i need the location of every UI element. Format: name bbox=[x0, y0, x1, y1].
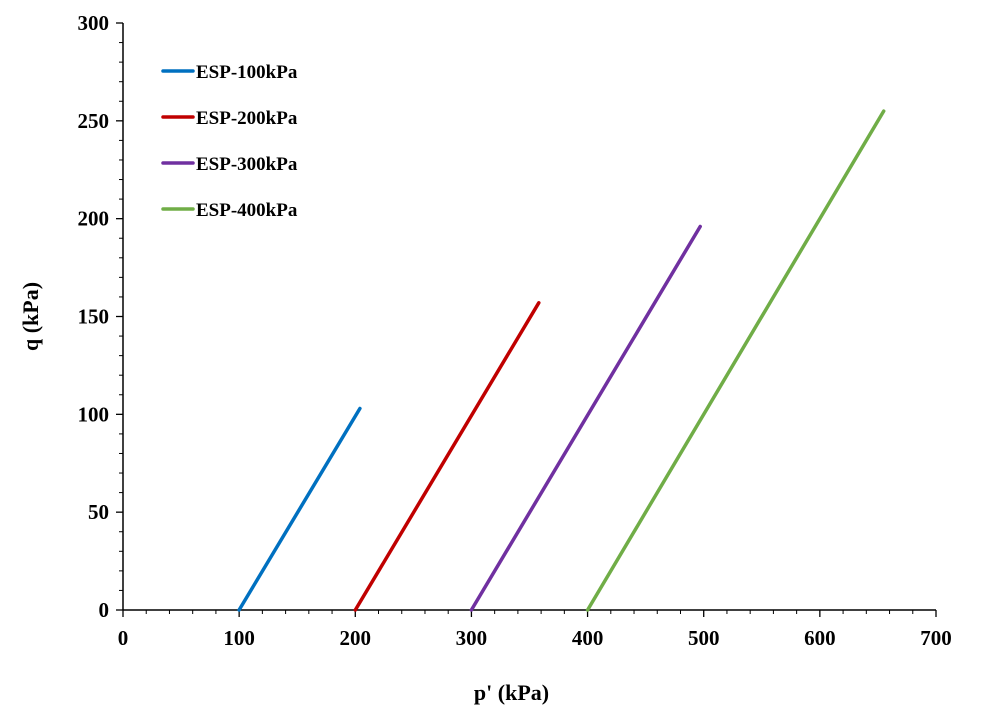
y-tick-label: 150 bbox=[78, 305, 110, 329]
x-tick-label: 400 bbox=[572, 626, 604, 650]
series-line-4 bbox=[585, 109, 886, 612]
series-line-1 bbox=[237, 406, 362, 612]
y-tick-label: 50 bbox=[88, 500, 109, 524]
series-lines bbox=[237, 109, 886, 612]
legend-label: ESP-300kPa bbox=[196, 154, 298, 175]
x-axis-title: p' (kPa) bbox=[474, 680, 549, 705]
legend-label: ESP-200kPa bbox=[196, 108, 298, 129]
y-tick-label: 100 bbox=[78, 402, 110, 426]
y-tick-label: 250 bbox=[78, 109, 110, 133]
legend-item: ESP-200kPa bbox=[161, 108, 298, 129]
series-line-2 bbox=[353, 301, 541, 612]
legend-label: ESP-400kPa bbox=[196, 200, 298, 221]
x-tick-label: 100 bbox=[223, 626, 255, 650]
legend-label: ESP-100kPa bbox=[196, 62, 298, 83]
y-tick-label: 200 bbox=[78, 207, 110, 231]
y-tick-label: 300 bbox=[78, 11, 110, 35]
series-line-3 bbox=[469, 224, 702, 612]
x-tick-label: 700 bbox=[920, 626, 952, 650]
legend-item: ESP-100kPa bbox=[161, 62, 298, 83]
legend-item: ESP-300kPa bbox=[161, 154, 298, 175]
x-tick-label: 600 bbox=[804, 626, 836, 650]
y-axis-title: q (kPa) bbox=[18, 282, 43, 351]
x-tick-label: 0 bbox=[118, 626, 129, 650]
x-tick-label: 200 bbox=[340, 626, 372, 650]
x-tick-label: 300 bbox=[456, 626, 488, 650]
legend-item: ESP-400kPa bbox=[161, 200, 298, 221]
y-tick-label: 0 bbox=[99, 598, 110, 622]
tick-labels: 0 100 200 300 400 500 600 700 0 50 100 150 200 250 300 bbox=[78, 11, 952, 650]
legend: ESP-100kPa ESP-200kPa ESP-300kPa ESP-400kPa bbox=[161, 62, 298, 221]
x-tick-label: 500 bbox=[688, 626, 720, 650]
